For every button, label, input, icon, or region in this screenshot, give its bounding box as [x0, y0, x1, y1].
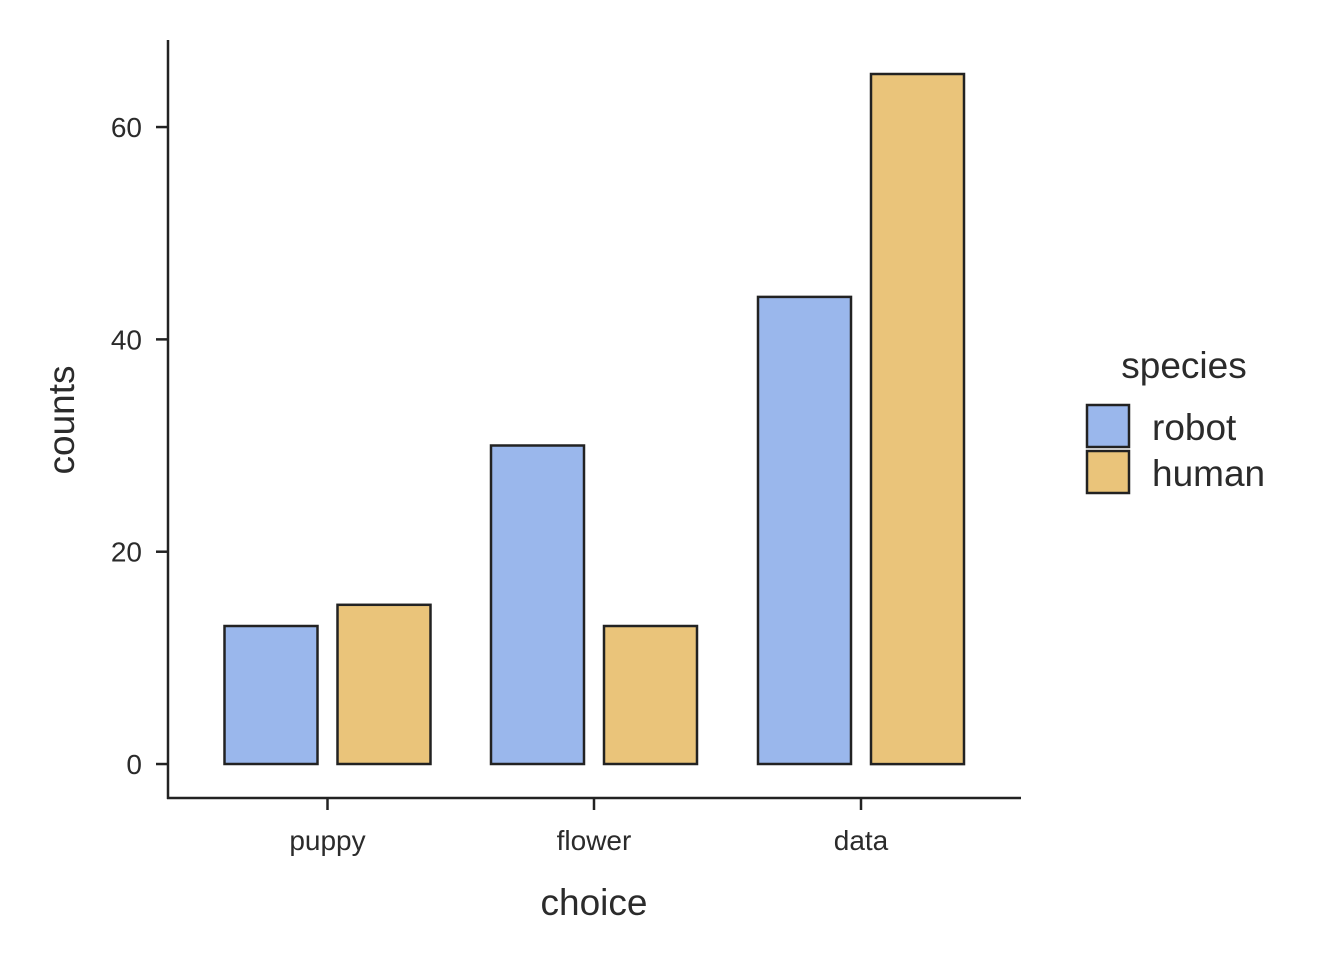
- legend-items: robot human: [1085, 403, 1265, 495]
- bar-robot-data: [756, 295, 853, 766]
- y-ticks: 0 20 40 60: [111, 112, 168, 780]
- bar-human-puppy: [336, 603, 432, 766]
- bar-human-data: [869, 72, 966, 766]
- bar-human-flower: [602, 624, 699, 766]
- y-tick-label: 40: [111, 324, 142, 355]
- legend-title: species: [1121, 345, 1246, 386]
- y-tick-label: 20: [111, 537, 142, 568]
- legend-label-robot: robot: [1152, 407, 1237, 448]
- bar-robot-flower: [489, 444, 586, 766]
- legend: species robot human: [1085, 345, 1265, 495]
- bars-layer: [223, 72, 966, 766]
- bar-robot-puppy: [223, 624, 319, 766]
- x-tick-label: flower: [557, 825, 632, 856]
- x-ticks: puppy flower data: [289, 798, 889, 856]
- legend-swatch-human: [1085, 449, 1131, 495]
- legend-label-human: human: [1152, 453, 1265, 494]
- legend-swatch-robot: [1085, 403, 1131, 449]
- y-tick-label: 0: [126, 749, 142, 780]
- y-axis-title: counts: [41, 365, 82, 474]
- x-axis-title: choice: [541, 882, 648, 923]
- y-tick-label: 60: [111, 112, 142, 143]
- x-tick-label: puppy: [289, 825, 365, 856]
- x-tick-label: data: [834, 825, 889, 856]
